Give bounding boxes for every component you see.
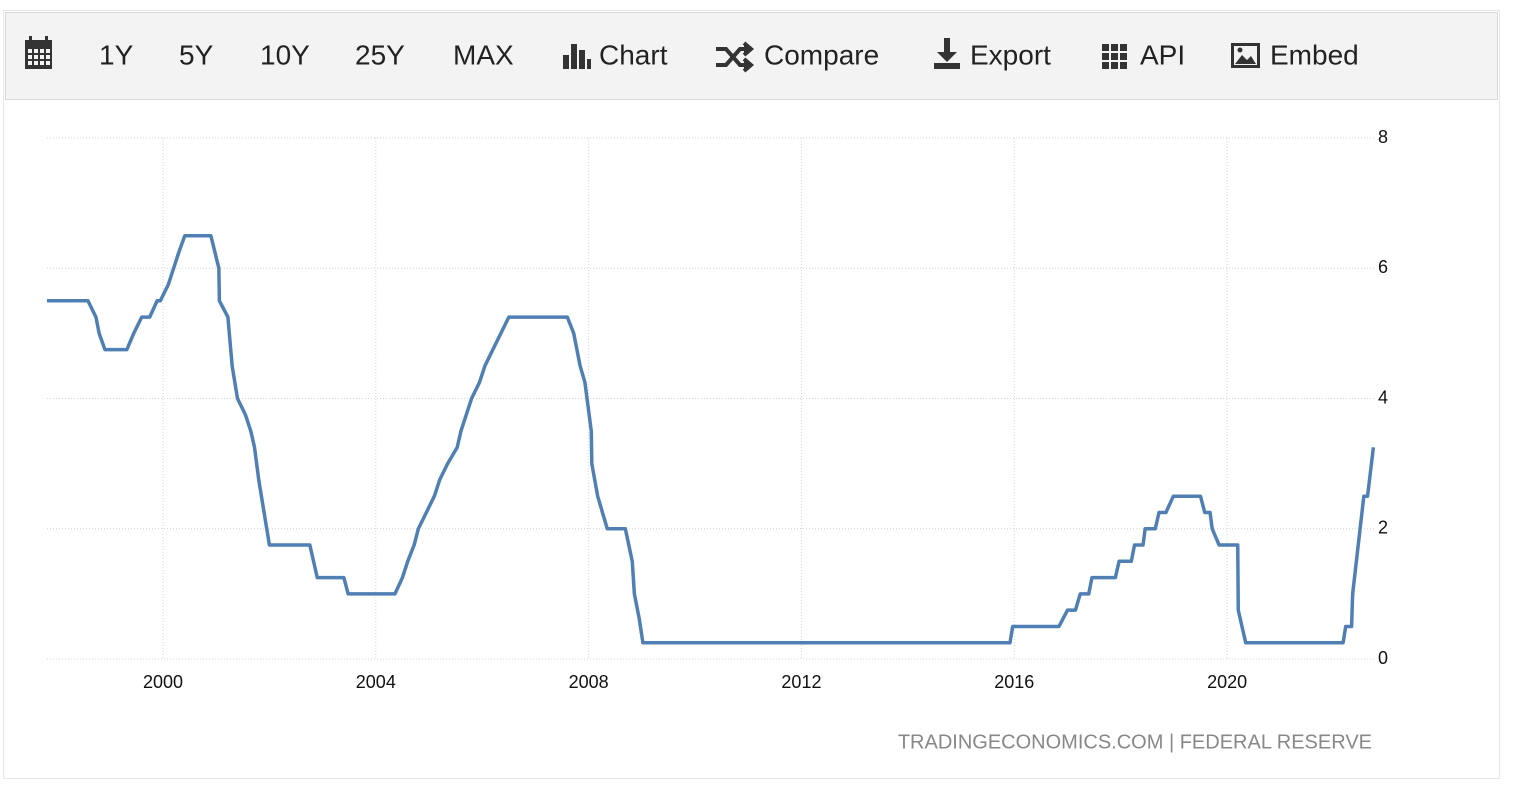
export-button[interactable]: Export [970, 39, 1051, 70]
panel [3, 10, 1500, 779]
y-tick-label: 2 [1378, 518, 1388, 538]
source-label: TRADINGECONOMICS.COM | FEDERAL RESERVE [898, 731, 1372, 753]
x-tick-label: 2008 [569, 672, 609, 692]
y-tick-label: 8 [1378, 127, 1388, 147]
compare-button[interactable]: Compare [764, 39, 879, 70]
x-tick-label: 2000 [143, 672, 183, 692]
range-5y[interactable]: 5Y [179, 39, 214, 70]
compare-icon[interactable] [716, 41, 755, 73]
embed-button[interactable]: Embed [1270, 39, 1359, 70]
api-icon[interactable] [1102, 44, 1127, 69]
range-max[interactable]: MAX [453, 39, 514, 70]
embed-icon[interactable] [1231, 43, 1260, 68]
x-tick-label: 2012 [781, 672, 821, 692]
chart-icon[interactable] [563, 44, 591, 69]
data-line [47, 233, 1376, 645]
range-10y[interactable]: 10Y [260, 39, 310, 70]
calendar-icon[interactable] [25, 36, 52, 69]
x-tick-label: 2004 [356, 672, 396, 692]
y-tick-label: 0 [1378, 648, 1388, 668]
x-tick-label: 2020 [1207, 672, 1247, 692]
x-tick-label: 2016 [994, 672, 1034, 692]
range-1y[interactable]: 1Y [99, 39, 134, 70]
api-button[interactable]: API [1140, 39, 1185, 70]
y-tick-label: 6 [1378, 257, 1388, 277]
chart-button[interactable]: Chart [599, 39, 668, 70]
y-tick-label: 4 [1378, 387, 1388, 407]
range-25y[interactable]: 25Y [355, 39, 405, 70]
export-icon[interactable] [934, 38, 960, 69]
